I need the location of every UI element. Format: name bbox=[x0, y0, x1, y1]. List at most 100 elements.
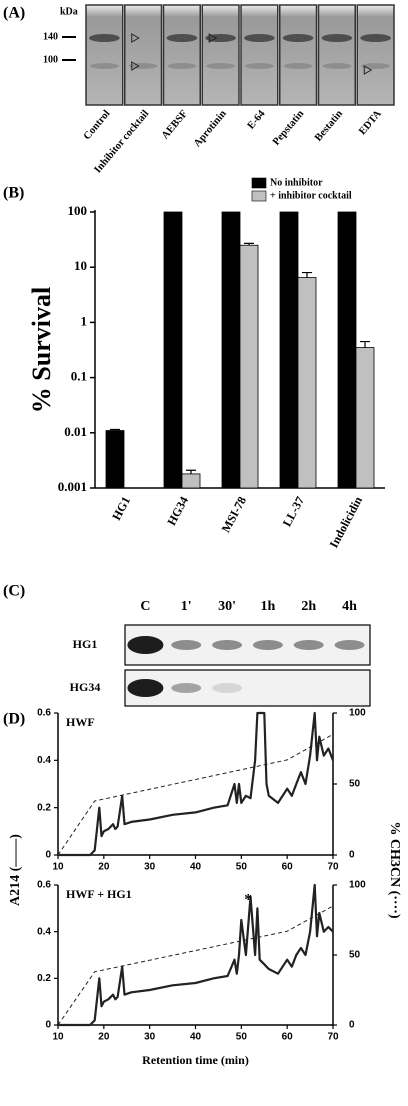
error-bar bbox=[302, 271, 312, 278]
panel-label: (D) bbox=[3, 711, 25, 728]
unit-label: kDa bbox=[60, 6, 78, 17]
x-tick-label: 40 bbox=[190, 1032, 202, 1043]
gel-band bbox=[360, 34, 391, 42]
column-label: 2h bbox=[301, 599, 316, 614]
x-tick-label: 30 bbox=[144, 1032, 156, 1043]
legend-swatch bbox=[251, 190, 267, 202]
panel-label: (C) bbox=[3, 583, 25, 600]
arrowhead bbox=[131, 33, 140, 43]
lane-label: Aprotinin bbox=[192, 108, 229, 149]
bar bbox=[221, 211, 241, 489]
gel-band bbox=[167, 63, 197, 69]
gel-lane bbox=[85, 4, 124, 106]
x-tick-label: 40 bbox=[190, 862, 202, 873]
bar bbox=[239, 244, 259, 489]
y-tick-label: 0.6 bbox=[37, 880, 51, 891]
column-label: 30' bbox=[218, 599, 236, 614]
series-line bbox=[57, 905, 334, 1026]
bar bbox=[297, 277, 317, 489]
bar bbox=[337, 211, 357, 489]
gel-band bbox=[252, 640, 283, 650]
y-tick-label: 0 bbox=[45, 1020, 51, 1031]
error-bar bbox=[244, 242, 254, 246]
row-label: HG34 bbox=[70, 680, 101, 694]
lane-label: EDTA bbox=[357, 108, 384, 137]
gel-lane bbox=[201, 4, 240, 106]
x-tick-label: HG34 bbox=[164, 494, 191, 528]
gel-band bbox=[282, 34, 314, 42]
y-tick-label: 10 bbox=[74, 258, 87, 273]
gel-band bbox=[206, 63, 235, 69]
y-axis-label: % Survival bbox=[27, 287, 56, 413]
lane-label: AEBSF bbox=[160, 108, 190, 141]
gel-band bbox=[212, 683, 243, 693]
error-bar bbox=[360, 340, 370, 348]
gel-band bbox=[334, 640, 365, 650]
column-label: C bbox=[140, 599, 150, 614]
gel-box bbox=[124, 624, 371, 666]
bar bbox=[355, 347, 375, 489]
x-tick-label: 50 bbox=[236, 862, 248, 873]
gel-lane bbox=[317, 4, 356, 106]
lane-label: Bestatin bbox=[313, 108, 345, 143]
annotation: * bbox=[244, 892, 252, 909]
arrowhead bbox=[363, 65, 373, 75]
row-label: HG1 bbox=[73, 637, 98, 651]
lane-label: Pepstatin bbox=[271, 108, 307, 147]
chart-title: HWF bbox=[66, 715, 95, 729]
x-tick-label: 10 bbox=[52, 1032, 64, 1043]
y2-tick-label: 0 bbox=[349, 1020, 355, 1031]
x-tick-label: 70 bbox=[327, 1032, 339, 1043]
series-line bbox=[57, 733, 334, 856]
arrowhead bbox=[208, 33, 218, 43]
gel-box bbox=[124, 669, 371, 707]
x-tick-label: 60 bbox=[282, 1032, 294, 1043]
gel-lane bbox=[240, 4, 279, 106]
gel-band bbox=[293, 640, 324, 650]
y-tick-label: 0.2 bbox=[37, 802, 51, 813]
x-tick-label: MSI-78 bbox=[219, 494, 250, 535]
series-line bbox=[58, 883, 334, 1027]
gel-band bbox=[322, 63, 352, 69]
gel-band bbox=[171, 640, 202, 650]
y-tick-label: 0.4 bbox=[37, 755, 51, 766]
y2-tick-label: 100 bbox=[349, 880, 366, 891]
marker-label: 140 bbox=[43, 31, 58, 42]
legend-label: No inhibitor bbox=[270, 177, 323, 188]
x-tick-label: 20 bbox=[98, 1032, 110, 1043]
column-label: 1h bbox=[261, 599, 276, 614]
marker-label: 100 bbox=[43, 54, 58, 65]
y-tick-label: 0.01 bbox=[64, 424, 87, 439]
x-axis-label: Retention time (min) bbox=[142, 1053, 249, 1067]
gel-lane bbox=[356, 4, 395, 106]
x-tick-label: 60 bbox=[282, 862, 294, 873]
y-tick-label: 1 bbox=[81, 313, 88, 328]
y2-tick-label: 50 bbox=[349, 950, 361, 961]
gel-band bbox=[127, 636, 164, 654]
error-bar bbox=[186, 469, 196, 474]
gel-band bbox=[128, 63, 158, 69]
axes bbox=[57, 713, 334, 856]
gel-band bbox=[90, 63, 119, 69]
gel-band bbox=[245, 63, 274, 69]
y-tick-label: 0.6 bbox=[37, 708, 51, 719]
bar bbox=[181, 473, 201, 489]
axes bbox=[57, 885, 334, 1026]
bar bbox=[279, 211, 299, 489]
gel-band bbox=[205, 34, 236, 42]
y2-tick-label: 0 bbox=[349, 850, 355, 861]
panel-label: (A) bbox=[3, 5, 25, 22]
gel-band bbox=[212, 640, 243, 650]
y-tick-label: 0 bbox=[45, 850, 51, 861]
y-tick-label: 0.2 bbox=[37, 973, 51, 984]
y2-tick-label: 100 bbox=[349, 708, 366, 719]
column-label: 1' bbox=[181, 599, 192, 614]
x-tick-label: 70 bbox=[327, 862, 339, 873]
arrowhead bbox=[131, 61, 140, 71]
bar bbox=[105, 430, 125, 489]
x-tick-label: 50 bbox=[236, 1032, 248, 1043]
gel-band bbox=[244, 34, 275, 42]
x-tick-label: LL-37 bbox=[280, 494, 307, 529]
y-tick-label: 0.4 bbox=[37, 926, 51, 937]
